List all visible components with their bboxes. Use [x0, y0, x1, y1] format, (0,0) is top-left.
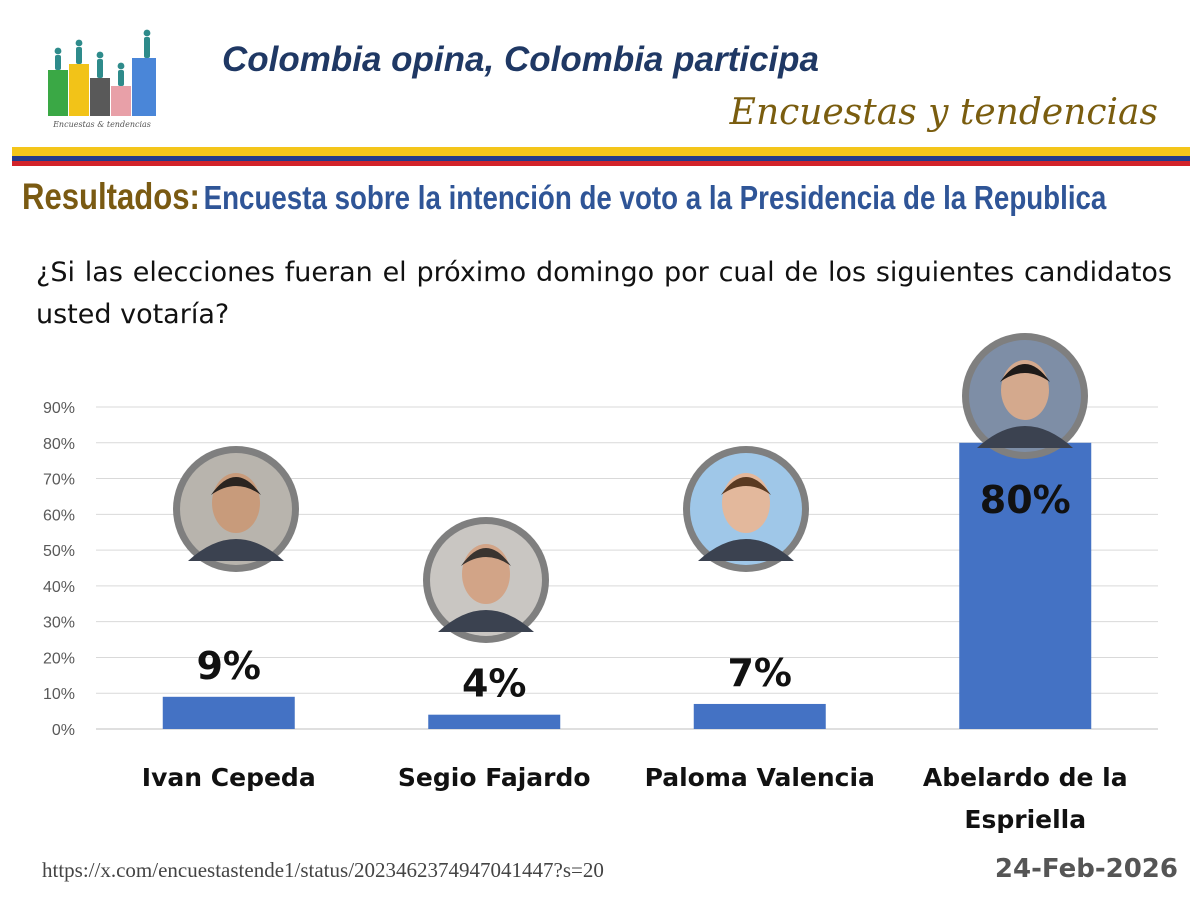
flag-stripe-yellow	[12, 147, 1190, 156]
y-tick-label: 20%	[43, 650, 75, 667]
candidate-photo	[423, 517, 549, 643]
logo-bar-yellow	[69, 64, 89, 116]
header-subtitle: Encuestas y tendencias	[729, 92, 1158, 133]
results-text: Encuesta sobre la intención de voto a la…	[203, 179, 1107, 216]
y-tick-label: 80%	[43, 436, 75, 453]
logo-bar-green	[48, 70, 68, 116]
y-tick-label: 30%	[43, 615, 75, 632]
survey-date: 24-Feb-2026	[994, 854, 1178, 884]
y-tick-label: 60%	[43, 507, 75, 524]
results-prefix: Resultados:	[22, 176, 200, 217]
logo-bar-blue	[132, 58, 156, 116]
y-tick-label: 70%	[43, 472, 75, 489]
category-label: Paloma Valencia	[645, 763, 875, 792]
bar	[162, 696, 295, 729]
y-tick-label: 0%	[52, 722, 75, 739]
logo-people-icon	[54, 29, 151, 86]
y-tick-label: 10%	[43, 686, 75, 703]
candidate-photo	[683, 446, 809, 572]
category-label: Ivan Cepeda	[142, 763, 316, 792]
bar	[693, 703, 826, 729]
category-label: Segio Fajardo	[398, 763, 591, 792]
flag-stripe-red	[12, 161, 1190, 166]
data-label: 9%	[196, 644, 261, 688]
logo-caption: Encuestas & tendencias	[52, 120, 151, 129]
bar	[959, 442, 1092, 729]
data-label: 80%	[980, 478, 1071, 522]
survey-question: ¿Si las elecciones fueran el próximo dom…	[36, 257, 1172, 330]
data-label: 4%	[462, 662, 527, 706]
source-url[interactable]: https://x.com/encuestastende1/status/202…	[42, 858, 604, 882]
logo-bar-gray	[90, 78, 110, 116]
candidate-photo	[962, 333, 1088, 459]
results-heading: Resultados: Encuesta sobre la intención …	[22, 176, 1106, 218]
candidate-photo	[173, 446, 299, 572]
logo: Encuestas & tendencias	[48, 29, 156, 129]
y-tick-label: 90%	[43, 400, 75, 417]
data-label: 7%	[727, 651, 792, 695]
y-tick-label: 40%	[43, 579, 75, 596]
header-title: Colombia opina, Colombia participa	[222, 40, 819, 79]
category-label: Abelardo de la Espriella	[923, 763, 1128, 834]
logo-bar-pink	[111, 86, 131, 116]
y-tick-label: 50%	[43, 543, 75, 560]
flag-stripe-blue	[12, 156, 1190, 161]
bar	[428, 714, 561, 729]
